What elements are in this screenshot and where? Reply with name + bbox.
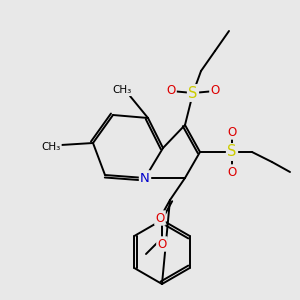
Text: O: O: [227, 125, 237, 139]
Text: O: O: [227, 166, 237, 178]
Text: S: S: [188, 85, 198, 100]
Text: O: O: [158, 238, 166, 250]
Text: S: S: [227, 145, 237, 160]
Text: O: O: [167, 85, 176, 98]
Text: O: O: [155, 212, 165, 224]
Text: CH₃: CH₃: [112, 85, 132, 95]
Text: N: N: [140, 172, 150, 184]
Text: O: O: [210, 85, 220, 98]
Text: CH₃: CH₃: [41, 142, 61, 152]
